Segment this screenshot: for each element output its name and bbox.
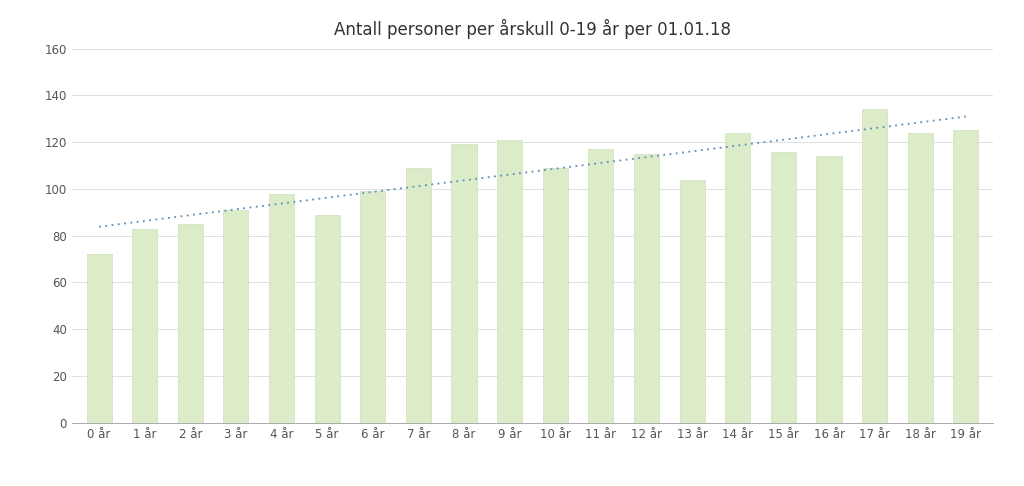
Bar [223, 210, 249, 423]
Bar [634, 154, 659, 423]
Bar [314, 215, 340, 423]
Bar [862, 109, 887, 423]
Bar [953, 130, 979, 423]
Bar [816, 156, 842, 423]
Title: Antall personer per årskull 0-19 år per 01.01.18: Antall personer per årskull 0-19 år per … [334, 18, 731, 39]
Bar [452, 144, 476, 423]
Bar [269, 193, 294, 423]
Bar [406, 168, 431, 423]
Bar [86, 255, 112, 423]
Bar [680, 180, 705, 423]
Bar [497, 140, 522, 423]
Bar [132, 229, 158, 423]
Bar [360, 191, 385, 423]
Bar [771, 152, 796, 423]
Bar [589, 149, 613, 423]
Bar [178, 224, 203, 423]
Bar [725, 133, 751, 423]
Bar [543, 168, 568, 423]
Bar [907, 133, 933, 423]
